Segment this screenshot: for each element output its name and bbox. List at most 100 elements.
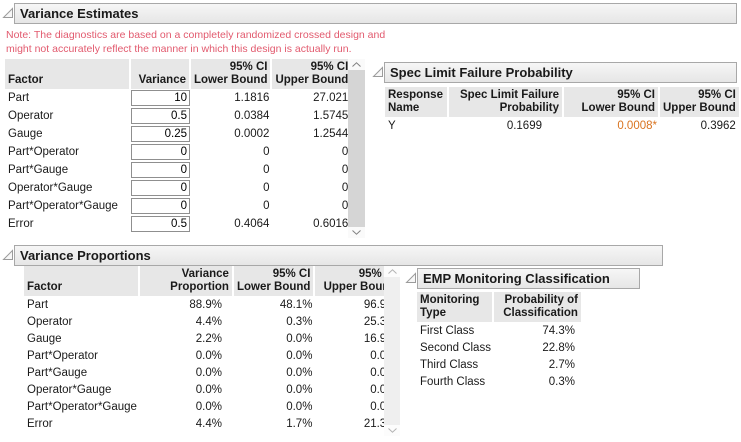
factor-cell: Part*Operator*Gauge — [8, 200, 118, 212]
disclosure-icon[interactable] — [2, 249, 15, 262]
lower-bound-cell: 1.7% — [286, 417, 313, 430]
variance-input[interactable] — [131, 90, 190, 106]
factor-cell: Part — [8, 92, 30, 104]
chevron-down-icon — [387, 428, 397, 433]
lower-bound-cell: 0.0% — [286, 366, 313, 379]
disclosure-icon[interactable] — [405, 272, 418, 285]
table-row: Gauge 2.2% 0.0% 16.9% — [24, 330, 399, 347]
failure-probability-cell: 0.1699 — [506, 119, 542, 132]
variance-proportions-header[interactable]: Variance Proportions — [14, 245, 663, 266]
open-triangle-icon — [2, 249, 13, 260]
chevron-up-icon — [352, 62, 361, 67]
disclosure-icon[interactable] — [372, 66, 385, 79]
upper-bound-cell: 0 — [341, 164, 349, 176]
disclosure-icon[interactable] — [2, 7, 15, 20]
table-header-row: Factor Variance 95% CI Lower Bound 95% CI… — [5, 59, 352, 89]
chevron-up-icon — [387, 269, 397, 274]
scroll-down-icon[interactable] — [384, 425, 400, 436]
table-header-row: Monitoring Type Probability of Classificat… — [417, 292, 581, 322]
factor-cell: Operator — [8, 110, 54, 122]
table-row: Fourth Class 0.3% — [417, 373, 581, 390]
factor-cell: Part*Operator — [8, 146, 79, 158]
factor-cell: Operator*Gauge — [8, 182, 93, 194]
scrollbar-thumb[interactable] — [348, 70, 365, 227]
table-row: Part*Operator*Gauge 0 0 — [5, 197, 351, 215]
factor-cell: Operator*Gauge — [27, 383, 112, 396]
open-triangle-icon — [2, 7, 13, 18]
column-header-response-name: Response Name — [385, 87, 449, 117]
scroll-up-icon[interactable] — [348, 59, 365, 70]
scroll-down-icon[interactable] — [348, 227, 365, 238]
table-row: Operator 4.4% 0.3% 25.3% — [24, 313, 399, 330]
column-header-factor: Factor — [24, 266, 140, 296]
proportion-cell: 2.2% — [195, 332, 222, 345]
table-header-row: Response Name Spec Limit Failure Probabili… — [385, 87, 739, 117]
classification-probability-cell: 22.8% — [542, 341, 575, 354]
column-header-upper-bound: 95% CI Upper Bound — [660, 87, 739, 117]
lower-bound-cell: 1.1816 — [234, 92, 270, 104]
table-row: First Class 74.3% — [417, 322, 581, 339]
factor-cell: Gauge — [8, 128, 43, 140]
lower-bound-cell: 48.1% — [279, 298, 313, 311]
factor-cell: Part*Operator — [27, 349, 98, 362]
classification-probability-cell: 74.3% — [542, 324, 575, 337]
upper-bound-cell: 0 — [341, 200, 349, 212]
variance-input[interactable] — [131, 216, 190, 232]
factor-cell: Error — [8, 218, 34, 230]
variance-input[interactable] — [131, 198, 190, 214]
table-row: Error 4.4% 1.7% 21.3% — [24, 415, 399, 432]
lower-bound-cell: 0.0384 — [234, 110, 270, 122]
scroll-up-icon[interactable] — [384, 266, 400, 277]
variance-proportions-scrollbar[interactable] — [384, 266, 400, 436]
column-header-lower-bound: 95% CI Lower Bound — [233, 266, 316, 296]
lower-bound-cell: 0.4064 — [234, 218, 270, 230]
column-header-factor: Factor — [5, 59, 131, 89]
table-row: Operator*Gauge 0 0 — [5, 179, 351, 197]
factor-cell: Operator — [27, 315, 73, 328]
variance-input[interactable] — [131, 162, 190, 178]
lower-bound-cell: 0.0% — [286, 349, 313, 362]
proportion-cell: 0.0% — [195, 366, 222, 379]
upper-bound-cell: 0 — [341, 182, 349, 194]
variance-estimates-header[interactable]: Variance Estimates — [14, 3, 737, 24]
upper-bound-cell: 1.2544 — [313, 128, 349, 140]
factor-cell: Part*Operator*Gauge — [27, 400, 137, 413]
note-text-line1: Note: The diagnostics are based on a com… — [6, 29, 386, 41]
emp-monitoring-header[interactable]: EMP Monitoring Classification — [417, 268, 640, 289]
table-row: Part*Operator*Gauge 0.0% 0.0% 0.0% — [24, 398, 399, 415]
monitoring-type-cell: Third Class — [420, 358, 479, 371]
monitoring-type-cell: Second Class — [420, 341, 491, 354]
variance-input[interactable] — [131, 144, 190, 160]
variance-estimates-scrollbar[interactable] — [348, 59, 365, 238]
column-header-failure-probability: Spec Limit Failure Probability — [449, 87, 564, 117]
spec-limit-header[interactable]: Spec Limit Failure Probability — [384, 62, 737, 83]
proportion-cell: 0.0% — [195, 349, 222, 362]
column-header-monitoring-type: Monitoring Type — [417, 292, 494, 322]
classification-probability-cell: 0.3% — [548, 375, 575, 388]
column-header-variance-proportion: Variance Proportion — [139, 266, 234, 296]
upper-bound-cell: 0.6016 — [313, 218, 349, 230]
variance-proportions-table: Factor Variance Proportion 95% CI Lower Bo… — [24, 266, 400, 432]
proportion-cell: 4.4% — [195, 417, 222, 430]
lower-bound-cell: 0.0% — [286, 400, 313, 413]
variance-input[interactable] — [131, 108, 190, 124]
table-header-row: Factor Variance Proportion 95% CI Lower Bo… — [24, 266, 400, 296]
emp-monitoring-table: Monitoring Type Probability of Classificat… — [417, 292, 581, 390]
table-row: Gauge 0.0002 1.2544 — [5, 125, 351, 143]
scrollbar-thumb[interactable] — [384, 277, 400, 425]
column-header-lower-bound: 95% CI Lower Bound — [191, 59, 273, 89]
table-row: Error 0.4064 0.6016 — [5, 215, 351, 233]
upper-bound-cell: 1.5745 — [313, 110, 349, 122]
table-row: Third Class 2.7% — [417, 356, 581, 373]
table-row: Operator*Gauge 0.0% 0.0% 0.0% — [24, 381, 399, 398]
variance-input[interactable] — [131, 126, 190, 142]
variance-input[interactable] — [131, 180, 190, 196]
table-row: Part 88.9% 48.1% 96.9% — [24, 296, 399, 313]
response-name-cell: Y — [388, 119, 396, 132]
variance-estimates-table: Factor Variance 95% CI Lower Bound 95% CI… — [5, 59, 352, 233]
table-row: Y 0.1699 0.0008* 0.3962 — [385, 117, 739, 134]
table-row: Part*Operator 0.0% 0.0% 0.0% — [24, 347, 399, 364]
open-triangle-icon — [405, 272, 416, 283]
factor-cell: Part*Gauge — [27, 366, 88, 379]
monitoring-type-cell: Fourth Class — [420, 375, 486, 388]
